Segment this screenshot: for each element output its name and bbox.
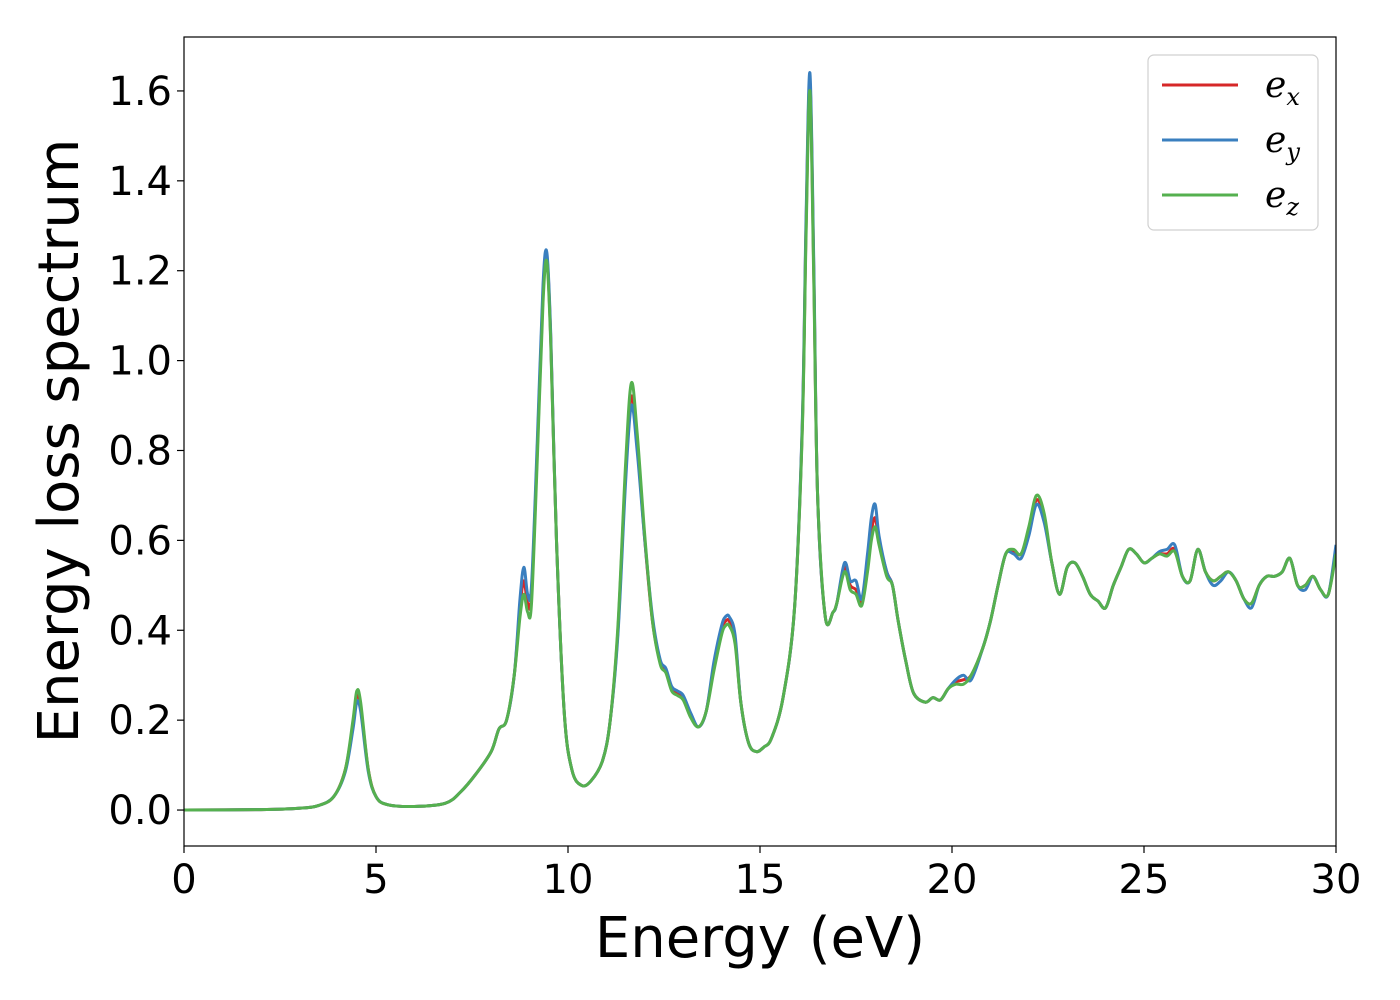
y-axis: 0.0 0.2 0.4 0.6 0.8 1.0 1.2 1.4 1.6 (108, 69, 184, 834)
legend-label-e-y: ey (1265, 120, 1300, 166)
series-line-e-z (184, 89, 1336, 812)
y-tick-label: 0.6 (108, 518, 172, 564)
x-tick-label: 30 (1311, 857, 1362, 903)
x-tick-label: 25 (1119, 857, 1170, 903)
y-axis-title: Energy loss spectrum (27, 139, 92, 744)
y-tick-label: 1.6 (108, 69, 172, 115)
y-tick-label: 0.0 (108, 788, 172, 834)
legend-label-e-x: ex (1265, 65, 1300, 111)
y-tick-label: 1.0 (108, 339, 172, 385)
y-tick-label: 0.8 (108, 428, 172, 474)
series-layer (184, 71, 1336, 812)
x-tick-label: 20 (927, 857, 978, 903)
legend-box (1147, 54, 1319, 231)
x-tick-label: 5 (363, 857, 388, 903)
x-axis: 0 5 10 15 20 25 30 (171, 846, 1361, 903)
y-tick-label: 1.4 (108, 159, 172, 205)
legend-label-e-z: ez (1265, 175, 1299, 221)
x-tick-label: 15 (735, 857, 786, 903)
x-tick-label: 0 (171, 857, 196, 903)
y-tick-label: 0.2 (108, 698, 172, 744)
legend: ex ey ez (1147, 54, 1319, 231)
x-axis-title: Energy (eV) (595, 906, 925, 971)
x-tick-label: 10 (543, 857, 594, 903)
y-tick-label: 1.2 (108, 249, 172, 295)
y-tick-label: 0.4 (108, 608, 172, 654)
